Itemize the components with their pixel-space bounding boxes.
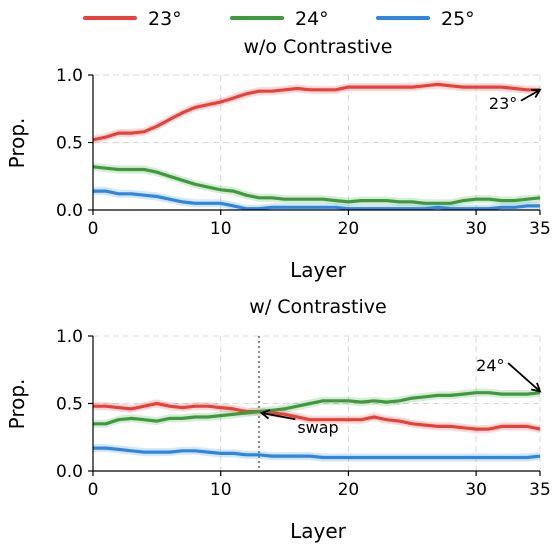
x-tick-label: 0 [88,480,99,500]
x-tick-label: 35 [529,219,551,239]
panel-1-y-ticks: 0.0 0.5 1.0 [56,66,93,221]
x-tick-label: 10 [210,480,232,500]
panel-1-lines [92,82,541,211]
y-tick-label: 1.0 [56,327,83,347]
panel-2-x-ticks: 0 10 20 30 35 [88,471,551,500]
annotation-swap-arrowhead [259,409,271,420]
panel-2-ylabel: Prop. [5,379,29,430]
annotation-swap-arrow [261,412,296,421]
y-tick-label: 0.5 [56,395,83,415]
series-line-0 [92,82,540,142]
panel-2-lines [93,391,541,460]
panel-without-contrastive: w/o Contrastive 0 10 20 30 35 0.0 0.5 1.0 Laye… [5,36,551,282]
legend-item-24: 24° [230,8,329,30]
y-tick-label: 0.5 [56,134,83,154]
series-line-1 [93,391,541,426]
annotation-swap-label: swap [297,418,338,437]
annotation-23-label: 23° [489,94,517,113]
legend-item-25: 25° [376,8,475,30]
annotation-23-arrowhead [530,88,542,98]
legend: 23° 24° 25° [83,8,475,30]
series-line-2 [93,189,540,211]
y-tick-label: 1.0 [56,66,83,86]
legend-label-24: 24° [295,8,329,30]
panel-1-grid [93,74,541,210]
series-line-1 [92,165,541,205]
series-line-2 [93,446,541,460]
x-tick-label: 30 [465,219,487,239]
x-tick-label: 0 [88,219,99,239]
y-tick-label: 0.0 [56,462,83,482]
panel-1-annotations: 23° [489,88,542,113]
annotation-24-arrowhead [531,382,542,393]
panel-with-contrastive: w/ Contrastive 0 10 20 30 35 0.0 0.5 1.0 Layer… [5,296,551,543]
x-tick-label: 35 [529,480,551,500]
x-tick-label: 30 [465,480,487,500]
panel-1-x-ticks: 0 10 20 30 35 [88,210,551,239]
annotation-24-arrow [507,362,541,393]
panel-1-bands [93,80,540,210]
legend-label-25: 25° [441,8,475,30]
panel-2-annotations: 24° swap [259,356,542,437]
series-line-0 [93,401,541,431]
annotation-23-arrow [520,89,541,102]
x-tick-label: 10 [210,219,232,239]
panel-2-xlabel: Layer [290,519,347,543]
annotation-24-label: 24° [476,356,504,375]
legend-item-23: 23° [83,8,182,30]
panel-1-ylabel: Prop. [5,118,29,169]
panel-1-title: w/o Contrastive [243,36,392,58]
x-tick-label: 20 [338,219,360,239]
legend-label-23: 23° [148,8,182,30]
panel-2-title: w/ Contrastive [249,296,386,318]
y-tick-label: 0.0 [56,201,83,221]
panel-1-xlabel: Layer [290,258,347,282]
x-tick-label: 20 [338,480,360,500]
panel-2-y-ticks: 0.0 0.5 1.0 [56,327,93,482]
